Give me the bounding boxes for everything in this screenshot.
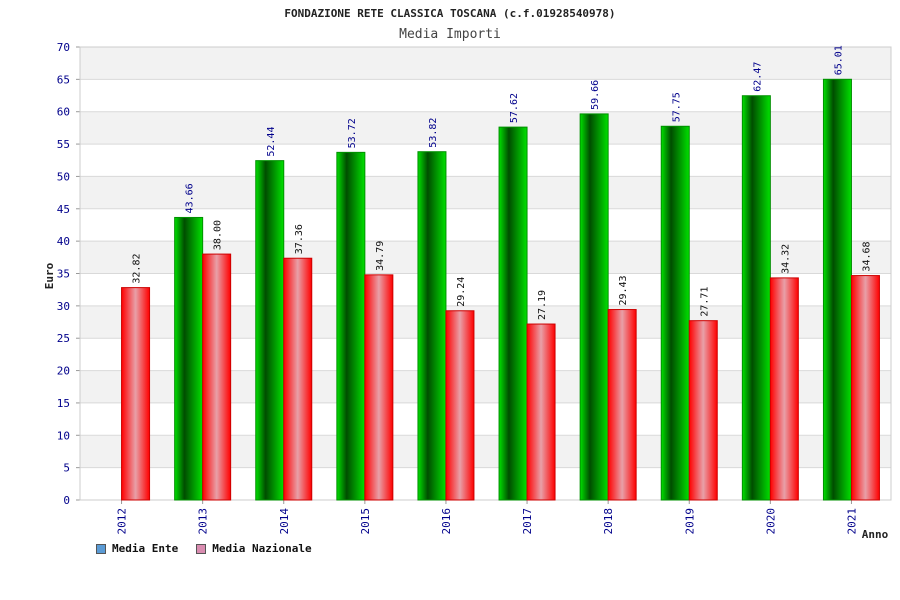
data-label-media-ente: 62.47 — [752, 62, 763, 92]
y-tick-label: 15 — [57, 397, 70, 410]
y-tick-label: 5 — [63, 462, 70, 475]
legend-label-ente: Media Ente — [112, 542, 179, 555]
chart-subtitle: Media Importi — [399, 27, 501, 42]
bar-media-ente — [255, 160, 285, 501]
y-axis-label: Euro — [43, 262, 56, 289]
data-label-media-nazionale: 29.24 — [456, 277, 467, 307]
y-tick-label: 20 — [57, 365, 70, 378]
plot-band — [80, 47, 891, 80]
data-label-media-nazionale: 37.36 — [294, 224, 305, 254]
y-tick-label: 40 — [57, 235, 70, 248]
plot-frame — [79, 46, 892, 501]
bar-media-ente — [336, 151, 366, 501]
y-tick-label: 35 — [57, 268, 70, 281]
x-tick-label: 2020 — [764, 508, 777, 535]
data-label-media-ente: 43.66 — [185, 183, 196, 213]
data-label-media-nazionale: 34.68 — [861, 241, 872, 271]
bar-media-nazionale — [283, 257, 313, 501]
y-tick-label: 10 — [57, 429, 70, 442]
data-label-media-ente: 53.72 — [347, 118, 358, 148]
y-tick-label: 70 — [57, 41, 70, 54]
legend-item-ente: Media Ente — [96, 542, 178, 555]
data-label-media-nazionale: 38.00 — [213, 220, 224, 250]
x-tick-label: 2013 — [197, 508, 210, 535]
data-label-media-ente: 57.62 — [509, 93, 520, 123]
legend: Media Ente Media Nazionale — [96, 542, 312, 555]
bar-media-nazionale — [364, 274, 394, 501]
x-tick-label: 2014 — [278, 508, 291, 535]
bar-media-ente — [660, 125, 690, 501]
legend-label-nazionale: Media Nazionale — [212, 542, 312, 555]
chart-title: FONDAZIONE RETE CLASSICA TOSCANA (c.f.01… — [284, 7, 615, 20]
y-tick-label: 50 — [57, 170, 70, 183]
y-tick-label: 25 — [57, 332, 70, 345]
y-tick-label: 55 — [57, 138, 70, 151]
y-tick-label: 65 — [57, 73, 70, 86]
bar-media-ente — [498, 126, 528, 501]
bar-media-ente — [822, 78, 852, 501]
data-label-media-nazionale: 34.32 — [780, 244, 791, 274]
data-label-media-nazionale: 29.43 — [618, 275, 629, 305]
legend-swatch-ente — [96, 543, 106, 554]
data-label-media-ente: 59.66 — [590, 80, 601, 110]
legend-swatch-nazionale — [196, 543, 207, 554]
x-tick-label: 2012 — [116, 508, 129, 535]
y-tick-label: 30 — [57, 300, 70, 313]
data-label-media-nazionale: 27.71 — [699, 287, 710, 317]
x-tick-label: 2021 — [845, 508, 858, 535]
bar-media-nazionale — [769, 277, 799, 501]
bar-media-ente — [417, 151, 447, 501]
bar-media-nazionale — [607, 309, 637, 501]
bar-media-ente — [579, 113, 609, 501]
x-tick-label: 2019 — [683, 508, 696, 535]
bar-media-nazionale — [202, 253, 232, 501]
bar-media-ente — [741, 95, 771, 501]
bar-media-nazionale — [445, 310, 475, 501]
legend-item-nazionale: Media Nazionale — [196, 542, 312, 555]
x-axis-label: Anno — [862, 528, 889, 541]
y-tick-label: 45 — [57, 203, 70, 216]
bar-media-nazionale — [526, 323, 556, 501]
data-label-media-ente: 53.82 — [428, 118, 439, 148]
data-label-media-ente: 65.01 — [833, 45, 844, 75]
data-label-media-nazionale: 32.82 — [132, 253, 143, 283]
x-tick-label: 2016 — [440, 508, 453, 535]
x-tick-label: 2015 — [359, 508, 372, 535]
y-tick-label: 0 — [63, 494, 70, 507]
y-tick-label: 60 — [57, 106, 70, 119]
x-tick-label: 2017 — [521, 508, 534, 535]
data-label-media-ente: 52.44 — [266, 127, 277, 157]
data-label-media-nazionale: 27.19 — [537, 290, 548, 320]
data-label-media-ente: 57.75 — [671, 92, 682, 122]
bar-media-nazionale — [121, 287, 151, 501]
bar-media-nazionale — [850, 275, 880, 501]
data-label-media-nazionale: 34.79 — [375, 241, 386, 271]
bar-media-nazionale — [688, 320, 718, 501]
x-tick-label: 2018 — [602, 508, 615, 535]
bar-media-ente — [174, 216, 204, 501]
